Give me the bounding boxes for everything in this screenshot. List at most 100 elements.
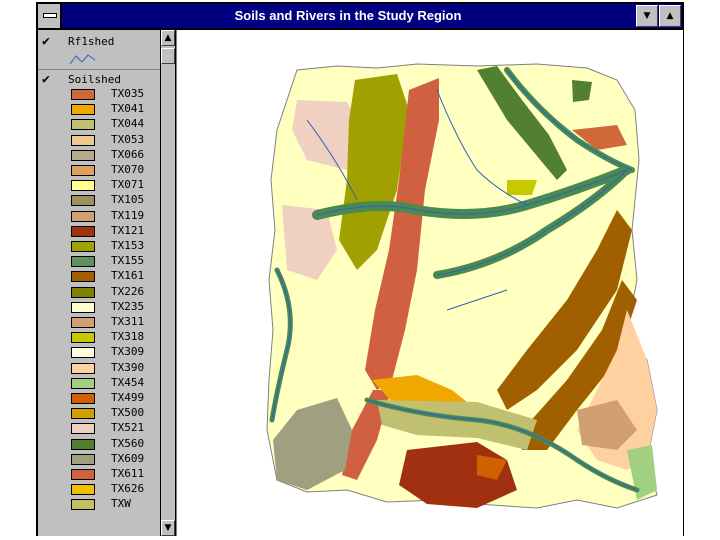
legend-item: TX609 [71, 451, 161, 466]
legend-swatch [71, 484, 95, 496]
legend-code: TX041 [111, 102, 145, 116]
legend-item: TX226 [71, 284, 161, 299]
legend-code: TX318 [111, 330, 145, 344]
legend-swatch [71, 286, 95, 298]
scroll-down-arrow[interactable]: ▼ [161, 520, 175, 536]
legend-swatch [71, 423, 95, 435]
legend-item: TX521 [71, 421, 161, 435]
minimize-button[interactable]: ▼ [636, 5, 658, 27]
legend-swatch [71, 134, 95, 146]
legend-item: TX119 [71, 208, 161, 223]
soil-polygon-tx161 [497, 210, 632, 410]
system-menu-button[interactable] [38, 4, 62, 28]
legend-swatch [71, 301, 95, 313]
legend-swatch [71, 165, 95, 176]
river-line [436, 169, 628, 276]
legend-swatch [71, 362, 95, 374]
legend-code: TX161 [111, 269, 145, 283]
legend-code: TX499 [111, 391, 145, 404]
theme-visibility-checkbox[interactable]: ✔ [42, 34, 50, 49]
legend-code: TX035 [111, 87, 145, 100]
legend-code: TX066 [111, 147, 145, 161]
soil-polygon-tx611 [342, 390, 391, 480]
legend-swatch [71, 119, 95, 131]
legend-swatch [71, 332, 95, 344]
river-line [316, 169, 628, 216]
legend-swatch [71, 393, 95, 404]
scroll-thumb[interactable] [161, 48, 175, 64]
legend-item: TX454 [71, 375, 161, 390]
legend-code: TX226 [111, 284, 145, 298]
soil-polygon-tx153 [339, 74, 409, 270]
legend-swatch [71, 210, 95, 222]
legend-swatch [71, 195, 95, 207]
legend-swatch [71, 347, 95, 359]
legend-code: TX560 [111, 436, 145, 450]
theme-rf1shed[interactable]: ✔ Rf1shed [42, 34, 158, 70]
soil-polygon-tx521 [282, 205, 337, 280]
legend-swatch [71, 453, 95, 465]
legend-code: TXW [111, 497, 131, 511]
legend-code: TX121 [111, 223, 145, 237]
legend-item: TX041 [71, 102, 161, 116]
legend-code: TX309 [111, 345, 145, 359]
maximize-button[interactable]: ▲ [659, 5, 681, 27]
legend-item: TX560 [71, 436, 161, 451]
legend-code: TX155 [111, 254, 145, 268]
river-line [306, 119, 358, 201]
legend-item: TX309 [71, 345, 161, 359]
theme-soilshed[interactable]: ✔ Soilshed [42, 72, 158, 88]
legend-item: TX155 [71, 254, 161, 268]
soil-polygon-tx041 [372, 375, 467, 408]
legend-code: TX454 [111, 375, 145, 389]
legend-item: TX044 [71, 117, 161, 131]
soil-polygon-tx499 [477, 455, 507, 480]
legend-item: TXW [71, 497, 161, 511]
theme-name: Rf1shed [68, 35, 115, 48]
legend-code: TX119 [111, 208, 145, 222]
legend-swatch [71, 438, 95, 450]
legend-code: TX311 [111, 315, 145, 328]
legend-swatch [71, 469, 95, 480]
title-bar[interactable]: Soils and Rivers in the Study Region ▼ ▲ [38, 4, 682, 30]
river-line [506, 69, 633, 171]
legend-code: TX053 [111, 132, 145, 146]
soil-polygon-tx609 [273, 398, 352, 490]
soil-polygon-tx611 [365, 78, 439, 390]
legend-item: TX066 [71, 147, 161, 162]
legend-code: TX521 [111, 421, 145, 435]
main-window: Soils and Rivers in the Study Region ▼ ▲… [36, 2, 684, 536]
map-view[interactable] [176, 30, 683, 536]
legend-item: TX390 [71, 361, 161, 375]
river-line [446, 289, 508, 311]
legend-swatch [71, 256, 95, 268]
legend-code: TX105 [111, 193, 145, 207]
legend-item: TX053 [71, 132, 161, 147]
legend-item: TX153 [71, 239, 161, 253]
legend-swatch [71, 149, 95, 161]
legend-item: TX626 [71, 482, 161, 496]
scroll-up-arrow[interactable]: ▲ [161, 30, 175, 46]
legend-swatch [71, 408, 95, 420]
legend-swatch [71, 241, 95, 252]
legend-panel: ✔ Rf1shed ✔ Soilshed TX035 TX041 TX044 TX05… [38, 30, 177, 536]
legend-code: TX044 [111, 117, 145, 131]
legend-code: TX500 [111, 406, 145, 420]
legend-item: TX499 [71, 391, 161, 405]
legend-swatch [71, 104, 95, 116]
legend-swatch [71, 180, 95, 192]
river-line-icon [69, 54, 96, 65]
legend-item: TX071 [71, 178, 161, 192]
legend-code: TX609 [111, 451, 145, 465]
legend-item: TX121 [71, 223, 161, 238]
theme-name: Soilshed [68, 73, 121, 86]
legend-item: TX070 [71, 163, 161, 177]
legend-scrollbar[interactable]: ▲ ▼ [160, 30, 176, 536]
river-line [436, 89, 528, 206]
legend-code: TX626 [111, 482, 145, 496]
legend-swatch [71, 225, 95, 237]
soils-map[interactable] [177, 30, 683, 536]
window-title: Soils and Rivers in the Study Region [234, 8, 462, 23]
soil-polygon-tx454 [627, 445, 657, 500]
theme-visibility-checkbox[interactable]: ✔ [42, 72, 50, 87]
